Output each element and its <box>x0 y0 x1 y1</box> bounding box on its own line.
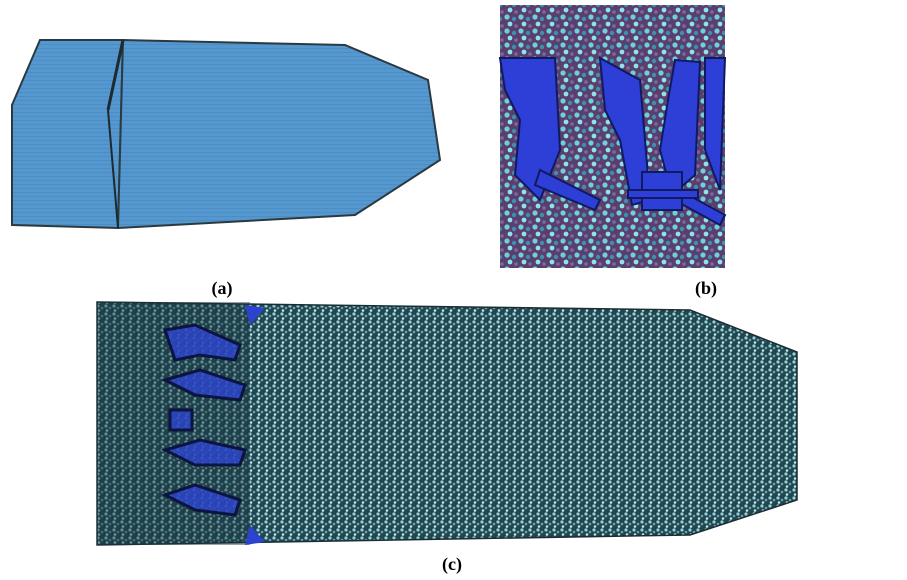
panel-a-image <box>12 40 440 228</box>
panel-label: (a) <box>212 278 233 299</box>
panel-c-image <box>97 302 797 545</box>
panel-label: (b) <box>695 278 717 299</box>
page: (a) (b) (c) (() => { const data = JSON.p… <box>0 0 907 580</box>
panel-b-image <box>500 5 725 268</box>
panel-label: (c) <box>442 554 462 575</box>
figure: (a) (b) (c) <box>0 0 907 580</box>
